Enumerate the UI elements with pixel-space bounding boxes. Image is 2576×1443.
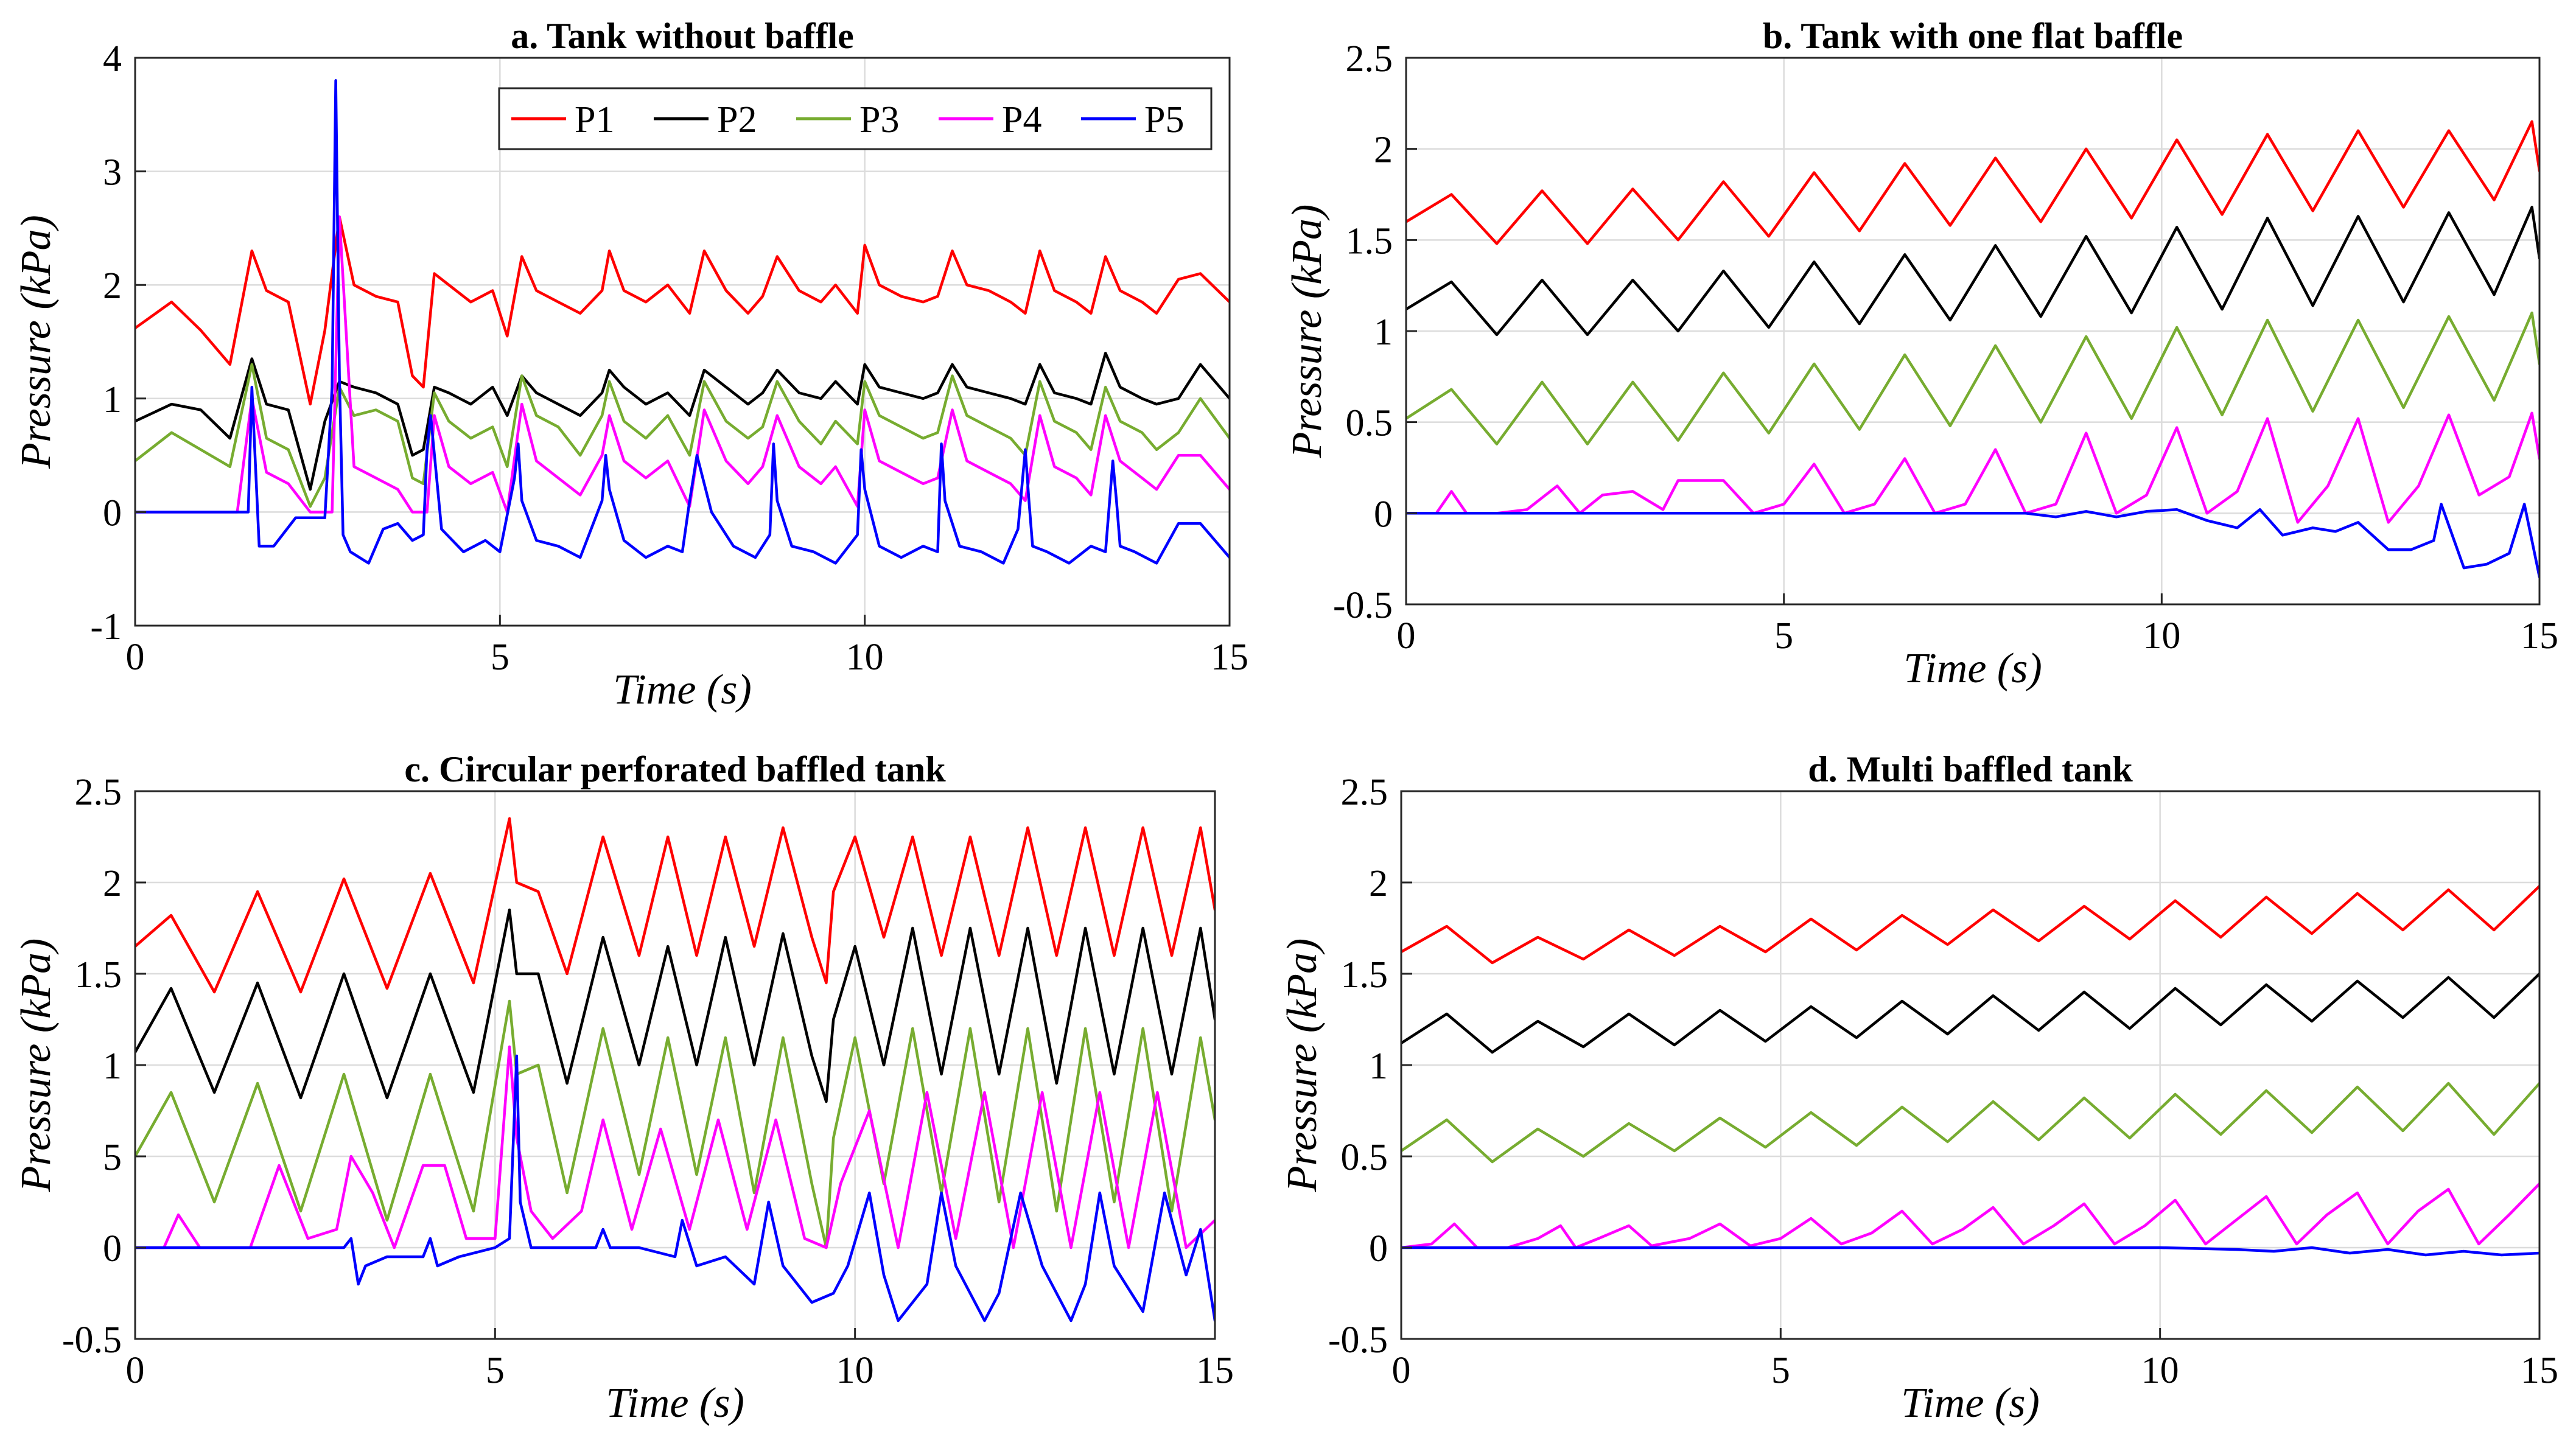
x-tick-label: 15 xyxy=(1211,637,1248,678)
x-tick-label: 15 xyxy=(1196,1350,1234,1391)
x-axis-label: Time (s) xyxy=(1903,645,2042,692)
y-axis-label: Pressure (kPa) xyxy=(13,215,60,469)
y-tick-label: 2.5 xyxy=(1346,38,1393,80)
y-tick-label: 1 xyxy=(103,379,122,421)
x-tick-label: 0 xyxy=(126,637,145,678)
y-tick-label: 2 xyxy=(1369,863,1388,904)
y-tick-label: 2 xyxy=(1374,130,1393,171)
series-line-p3 xyxy=(1401,1081,2539,1164)
series-line-p1 xyxy=(1406,120,2539,245)
legend-label-p5: P5 xyxy=(1144,99,1184,141)
x-tick-label: 0 xyxy=(1392,1350,1411,1391)
y-axis-label: Pressure (kPa) xyxy=(1279,938,1326,1193)
series-line-p2 xyxy=(1406,206,2539,337)
x-tick-label: 0 xyxy=(1397,615,1416,657)
y-axis-label: Pressure (kPa) xyxy=(13,938,60,1193)
series-line-p1 xyxy=(135,215,1230,406)
legend-label-p3: P3 xyxy=(859,99,899,141)
x-tick-label: 15 xyxy=(2521,1350,2558,1391)
y-tick-label: 2 xyxy=(103,265,122,307)
y-axis-label: Pressure (kPa) xyxy=(1284,204,1331,459)
series-line-p5 xyxy=(1401,1246,2539,1257)
y-tick-label: 1.5 xyxy=(75,954,122,996)
series-line-p3 xyxy=(135,363,1230,508)
chart-title: b. Tank with one flat baffle xyxy=(1763,16,2183,56)
series-line-p1 xyxy=(1401,884,2539,965)
series-group xyxy=(135,79,1230,565)
series-line-p2 xyxy=(1401,972,2539,1054)
y-tick-label: 0.5 xyxy=(1346,403,1393,444)
x-tick-label: 5 xyxy=(491,637,509,678)
y-tick-label: -1 xyxy=(90,606,122,648)
y-tick-label: 5 xyxy=(103,1137,122,1178)
y-tick-label: 0 xyxy=(103,492,122,534)
series-line-p5 xyxy=(135,1054,1215,1322)
x-axis-label: Time (s) xyxy=(1901,1380,2040,1427)
y-tick-label: -0.5 xyxy=(1328,1319,1388,1361)
y-tick-label: 0 xyxy=(1369,1228,1388,1270)
series-group xyxy=(1406,120,2539,579)
series-line-p4 xyxy=(135,215,1230,514)
y-tick-label: 1.5 xyxy=(1346,220,1393,262)
chart-title: a. Tank without baffle xyxy=(511,16,854,56)
legend: P1 P2 P3 P4 P5 xyxy=(498,87,1213,150)
y-tick-label: 1 xyxy=(1369,1046,1388,1087)
y-tick-label: 1.5 xyxy=(1341,954,1388,996)
x-tick-label: 10 xyxy=(836,1350,874,1391)
x-axis-label: Time (s) xyxy=(613,666,752,713)
x-tick-label: 10 xyxy=(846,637,884,678)
x-tick-label: 0 xyxy=(126,1350,145,1391)
series-group xyxy=(1401,884,2539,1257)
series-line-p3 xyxy=(135,999,1215,1249)
y-tick-label: 0.5 xyxy=(1341,1137,1388,1178)
y-tick-label: 2.5 xyxy=(1341,772,1388,813)
series-line-p4 xyxy=(135,1045,1215,1249)
legend-label-p4: P4 xyxy=(1002,99,1041,141)
axes-frame xyxy=(134,57,1231,627)
x-tick-label: 10 xyxy=(2141,1350,2179,1391)
chart-panel-b: 0 5 10 15-0.500.511.522.5b. Tank with one f… xyxy=(1284,16,2558,692)
x-tick-label: 5 xyxy=(486,1350,505,1391)
y-tick-label: 1 xyxy=(1374,312,1393,353)
x-tick-label: 15 xyxy=(2521,615,2558,657)
x-axis-label: Time (s) xyxy=(606,1380,744,1427)
series-line-p1 xyxy=(135,817,1215,994)
y-tick-label: 1 xyxy=(103,1046,122,1087)
chart-panel-d: 0 5 10 15-0.500.511.522.5d. Multi baffled t… xyxy=(1279,749,2558,1427)
series-line-p4 xyxy=(1406,411,2539,524)
series-line-p2 xyxy=(135,351,1230,491)
y-tick-label: 2 xyxy=(103,863,122,904)
series-line-p3 xyxy=(1406,311,2539,445)
x-tick-label: 5 xyxy=(1771,1350,1790,1391)
series-group xyxy=(135,817,1215,1322)
chart-title: d. Multi baffled tank xyxy=(1808,749,2133,789)
y-tick-label: 3 xyxy=(103,152,122,194)
series-line-p5 xyxy=(1406,503,2539,579)
legend-label-p1: P1 xyxy=(575,99,614,141)
x-tick-label: 5 xyxy=(1774,615,1793,657)
chart-title: c. Circular perforated baffled tank xyxy=(404,749,946,789)
y-tick-label: -0.5 xyxy=(62,1319,122,1361)
y-tick-label: 0 xyxy=(103,1228,122,1270)
series-line-p4 xyxy=(1401,1182,2539,1249)
x-tick-label: 10 xyxy=(2143,615,2180,657)
y-tick-label: -0.5 xyxy=(1333,585,1393,626)
y-tick-label: 4 xyxy=(103,38,122,80)
legend-label-p2: P2 xyxy=(717,99,757,141)
series-line-p2 xyxy=(135,908,1215,1103)
y-tick-label: 2.5 xyxy=(75,772,122,813)
series-line-p5 xyxy=(135,79,1230,565)
y-tick-label: 0 xyxy=(1374,494,1393,535)
